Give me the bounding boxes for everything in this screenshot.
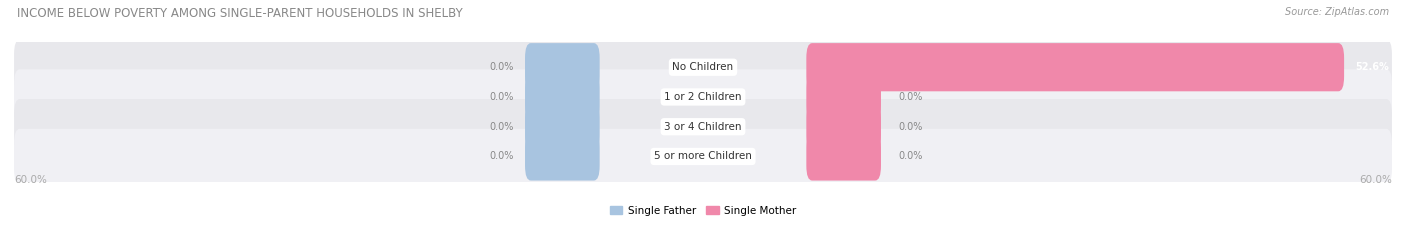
- Text: 0.0%: 0.0%: [489, 122, 513, 132]
- FancyBboxPatch shape: [807, 132, 882, 181]
- Text: 60.0%: 60.0%: [14, 175, 46, 185]
- Text: 0.0%: 0.0%: [898, 92, 922, 102]
- Text: Source: ZipAtlas.com: Source: ZipAtlas.com: [1285, 7, 1389, 17]
- FancyBboxPatch shape: [14, 40, 1392, 95]
- FancyBboxPatch shape: [14, 99, 1392, 154]
- Text: 0.0%: 0.0%: [898, 151, 922, 161]
- FancyBboxPatch shape: [524, 43, 599, 91]
- Text: 0.0%: 0.0%: [489, 151, 513, 161]
- FancyBboxPatch shape: [807, 73, 882, 121]
- FancyBboxPatch shape: [807, 43, 1344, 91]
- FancyBboxPatch shape: [14, 129, 1392, 184]
- Text: 0.0%: 0.0%: [489, 92, 513, 102]
- Text: 3 or 4 Children: 3 or 4 Children: [664, 122, 742, 132]
- FancyBboxPatch shape: [524, 73, 599, 121]
- Text: INCOME BELOW POVERTY AMONG SINGLE-PARENT HOUSEHOLDS IN SHELBY: INCOME BELOW POVERTY AMONG SINGLE-PARENT…: [17, 7, 463, 20]
- FancyBboxPatch shape: [524, 132, 599, 181]
- Text: No Children: No Children: [672, 62, 734, 72]
- Text: 0.0%: 0.0%: [898, 122, 922, 132]
- Text: 5 or more Children: 5 or more Children: [654, 151, 752, 161]
- FancyBboxPatch shape: [524, 103, 599, 151]
- Text: 52.6%: 52.6%: [1355, 62, 1389, 72]
- FancyBboxPatch shape: [14, 69, 1392, 125]
- FancyBboxPatch shape: [807, 103, 882, 151]
- Text: 0.0%: 0.0%: [489, 62, 513, 72]
- Legend: Single Father, Single Mother: Single Father, Single Mother: [610, 206, 796, 216]
- Text: 1 or 2 Children: 1 or 2 Children: [664, 92, 742, 102]
- Text: 60.0%: 60.0%: [1360, 175, 1392, 185]
